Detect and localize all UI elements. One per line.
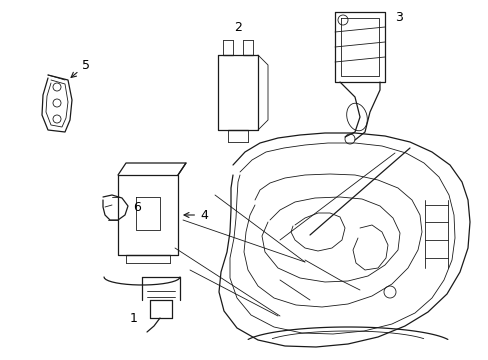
Text: 3: 3 [394, 10, 402, 23]
Text: 4: 4 [183, 208, 207, 221]
Text: 6: 6 [133, 201, 141, 213]
Text: 2: 2 [234, 21, 242, 33]
Text: 5: 5 [71, 59, 90, 77]
Text: 1: 1 [130, 311, 138, 324]
